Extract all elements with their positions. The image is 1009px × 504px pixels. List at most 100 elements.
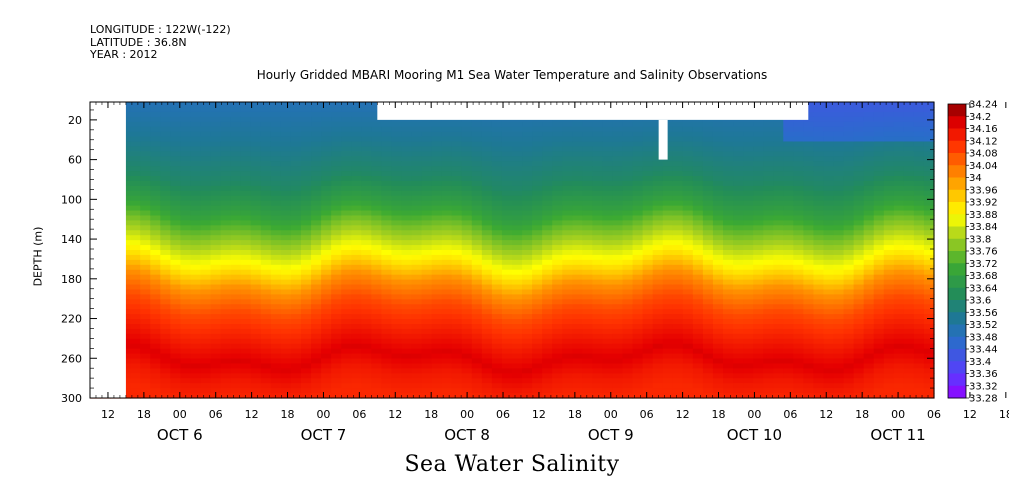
salinity-cell: [632, 343, 644, 350]
salinity-cell: [280, 171, 292, 177]
salinity-cell: [562, 378, 573, 384]
salinity-cell: [220, 111, 232, 118]
salinity-cell: [321, 235, 332, 241]
salinity-cell: [391, 156, 403, 162]
salinity-cell: [351, 319, 362, 325]
salinity-cell: [592, 284, 604, 291]
salinity-cell: [431, 264, 443, 271]
salinity-cell: [843, 225, 855, 231]
salinity-cell: [180, 190, 192, 197]
salinity-cell: [662, 230, 674, 236]
salinity-cell: [240, 284, 252, 291]
salinity-cell: [803, 309, 815, 315]
salinity-cell: [421, 200, 433, 207]
salinity-cell: [421, 250, 433, 256]
salinity-cell: [843, 156, 855, 162]
salinity-cell: [522, 314, 533, 320]
salinity-cell: [863, 358, 875, 365]
salinity-cell: [471, 240, 483, 246]
salinity-cell: [682, 205, 694, 212]
salinity-cell: [682, 363, 694, 369]
salinity-cell: [723, 299, 734, 305]
salinity-cell: [331, 146, 342, 152]
salinity-cell: [833, 343, 845, 350]
salinity-cell: [431, 215, 443, 221]
salinity-cell: [190, 373, 202, 379]
salinity-cell: [793, 299, 804, 305]
salinity-cell: [441, 200, 453, 207]
salinity-cell: [361, 314, 372, 320]
salinity-cell: [632, 328, 644, 335]
salinity-cell: [873, 343, 885, 350]
salinity-cell: [270, 388, 282, 394]
salinity-cell: [833, 250, 845, 256]
salinity-cell: [803, 116, 815, 123]
salinity-cell: [602, 343, 614, 350]
salinity-cell: [411, 230, 423, 236]
salinity-cell: [170, 195, 182, 202]
salinity-cell: [391, 299, 403, 305]
salinity-cell: [692, 294, 704, 300]
salinity-cell: [381, 195, 393, 202]
salinity-cell: [592, 274, 604, 281]
salinity-cell: [240, 210, 252, 217]
salinity-cell: [391, 166, 403, 172]
salinity-cell: [622, 200, 634, 207]
salinity-cell: [210, 254, 222, 261]
salinity-cell: [150, 156, 161, 162]
salinity-cell: [642, 333, 654, 340]
salinity-cell: [813, 299, 825, 305]
salinity-cell: [301, 111, 312, 118]
salinity-cell: [873, 116, 885, 123]
salinity-cell: [130, 166, 141, 172]
salinity-cell: [220, 200, 232, 207]
salinity-cell: [803, 210, 815, 217]
salinity-cell: [481, 176, 493, 182]
salinity-cell: [813, 269, 825, 276]
salinity-cell: [843, 166, 855, 172]
salinity-cell: [381, 324, 393, 330]
salinity-cell: [883, 136, 895, 143]
salinity-cell: [240, 363, 252, 369]
salinity-cell: [642, 156, 654, 162]
salinity-cell: [230, 171, 242, 177]
salinity-cell: [652, 338, 664, 345]
salinity-cell: [723, 205, 734, 212]
salinity-cell: [361, 348, 372, 355]
salinity-cell: [180, 338, 192, 345]
salinity-cell: [823, 250, 835, 256]
salinity-cell: [150, 215, 161, 221]
salinity-cell: [471, 353, 483, 360]
salinity-cell: [823, 368, 835, 374]
salinity-cell: [220, 338, 232, 345]
salinity-cell: [843, 309, 855, 315]
salinity-cell: [351, 250, 362, 256]
salinity-cell: [612, 215, 624, 221]
salinity-cell: [150, 358, 161, 365]
salinity-cell: [130, 264, 141, 271]
salinity-cell: [270, 333, 282, 340]
salinity-cell: [461, 368, 473, 374]
salinity-cell: [642, 378, 654, 384]
salinity-cell: [682, 269, 694, 276]
salinity-cell: [150, 220, 161, 226]
salinity-cell: [803, 264, 815, 271]
salinity-cell: [471, 151, 483, 157]
salinity-cell: [522, 333, 533, 340]
salinity-cell: [200, 383, 212, 389]
salinity-cell: [833, 205, 845, 212]
salinity-cell: [331, 333, 342, 340]
salinity-cell: [381, 348, 393, 355]
salinity-cell: [642, 304, 654, 310]
salinity-cell: [582, 195, 593, 202]
salinity-cell: [331, 314, 342, 320]
salinity-cell: [552, 378, 563, 384]
salinity-cell: [823, 141, 835, 147]
salinity-cell: [491, 250, 503, 256]
salinity-cell: [552, 190, 563, 197]
salinity-cell: [753, 373, 764, 379]
salinity-cell: [883, 388, 895, 394]
salinity-cell: [270, 319, 282, 325]
salinity-cell: [190, 328, 202, 335]
salinity-cell: [391, 151, 403, 157]
